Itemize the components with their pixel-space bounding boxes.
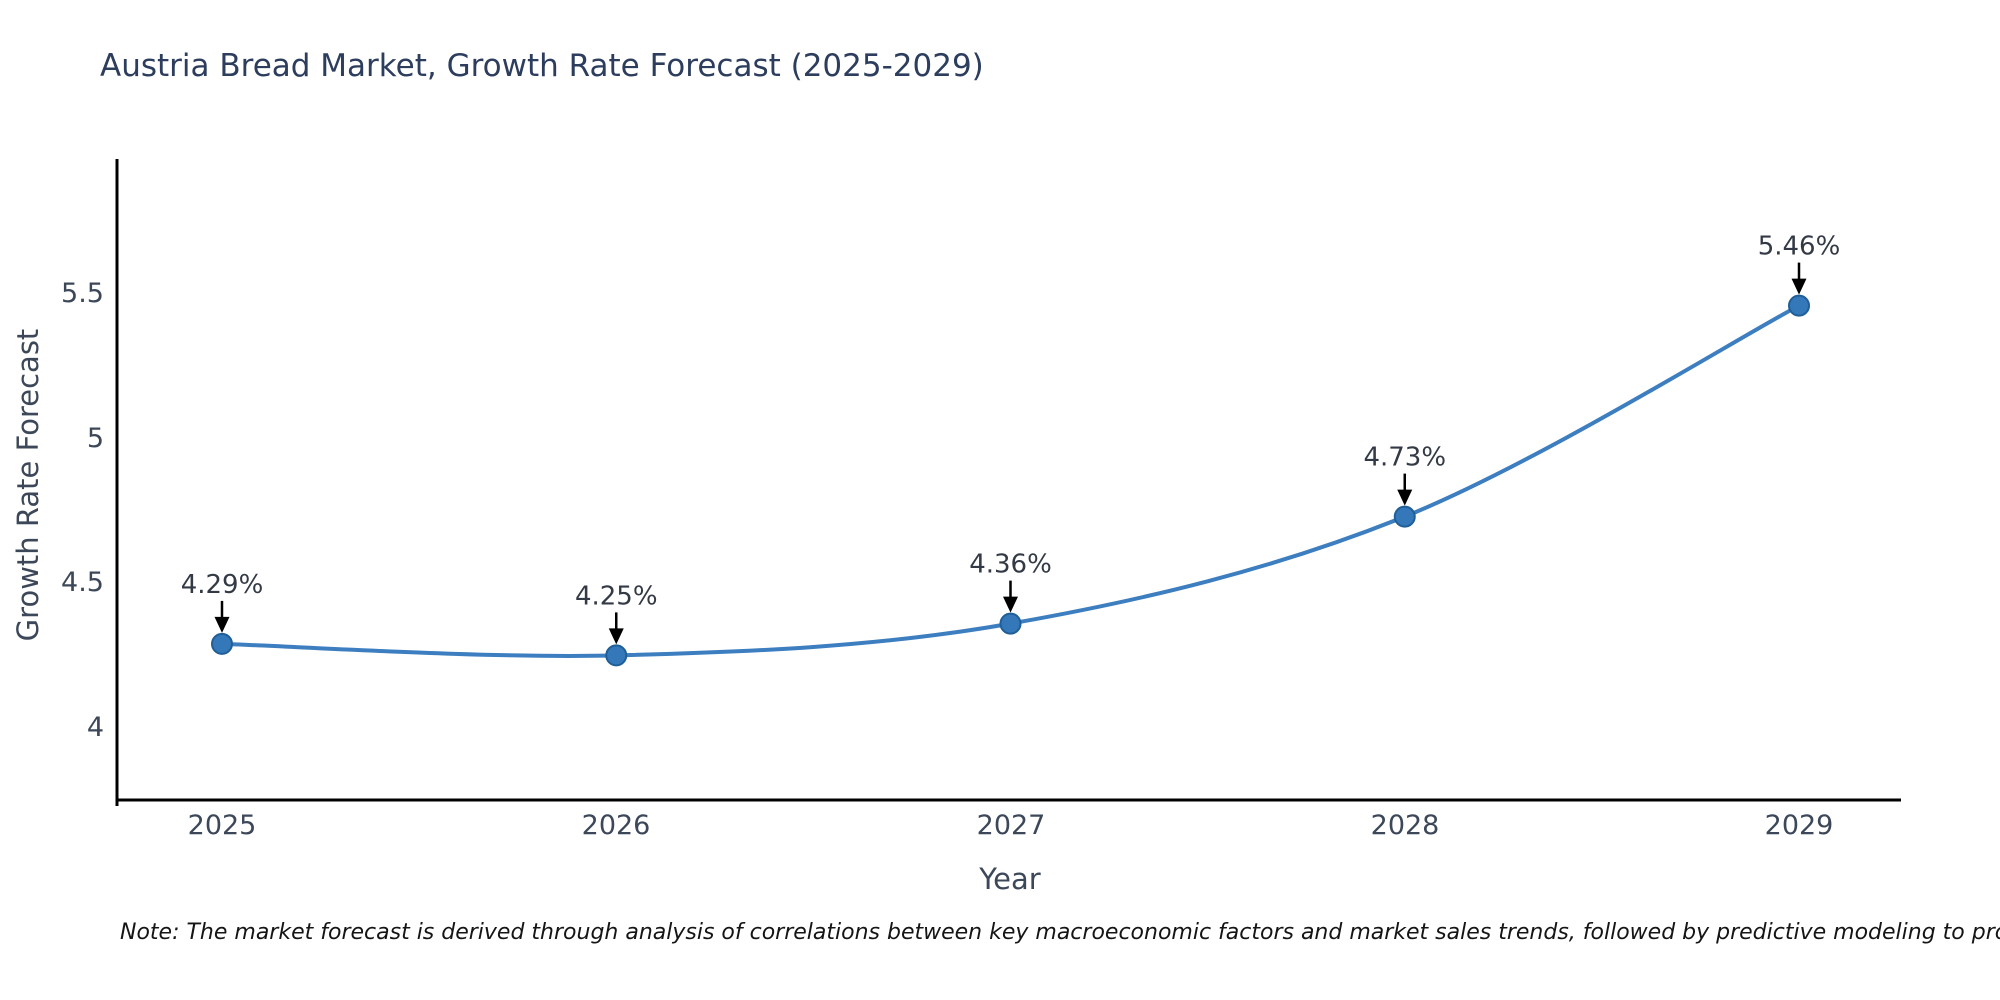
annotation-arrowhead (608, 628, 624, 645)
x-tick-label: 2027 (976, 810, 1046, 841)
data-point-marker (1393, 505, 1416, 528)
y-tick-label: 5.5 (61, 278, 104, 309)
annotation-label: 5.46% (1758, 232, 1841, 262)
annotation-arrowhead (1397, 489, 1413, 506)
annotation-arrowhead (1791, 278, 1807, 295)
y-tick-label: 4 (86, 712, 104, 743)
y-axis-spine (115, 159, 119, 806)
annotation-label: 4.73% (1363, 443, 1446, 473)
x-axis-title: Year (979, 862, 1041, 896)
data-point-marker (211, 632, 233, 655)
annotation-arrowhead (1003, 596, 1018, 613)
chart-title: Austria Bread Market, Growth Rate Foreca… (100, 48, 984, 84)
x-axis-spine (115, 798, 1901, 802)
x-tick-label: 2028 (1370, 810, 1440, 841)
data-point-marker (1788, 294, 1810, 317)
annotation-label: 4.29% (181, 570, 264, 600)
x-tick-label: 2029 (1764, 810, 1834, 841)
y-tick-label: 4.5 (61, 567, 104, 598)
y-tick-label: 5 (86, 423, 104, 454)
data-point-marker (999, 612, 1022, 635)
annotation-label: 4.25% (575, 581, 658, 611)
x-tick-label: 2025 (187, 810, 257, 841)
data-point-marker (605, 644, 628, 667)
x-tick-label: 2026 (581, 810, 651, 841)
annotation-arrowhead (214, 616, 230, 633)
annotation-label: 4.36% (969, 550, 1052, 580)
footnote-text: Note: The market forecast is derived thr… (120, 920, 2000, 945)
